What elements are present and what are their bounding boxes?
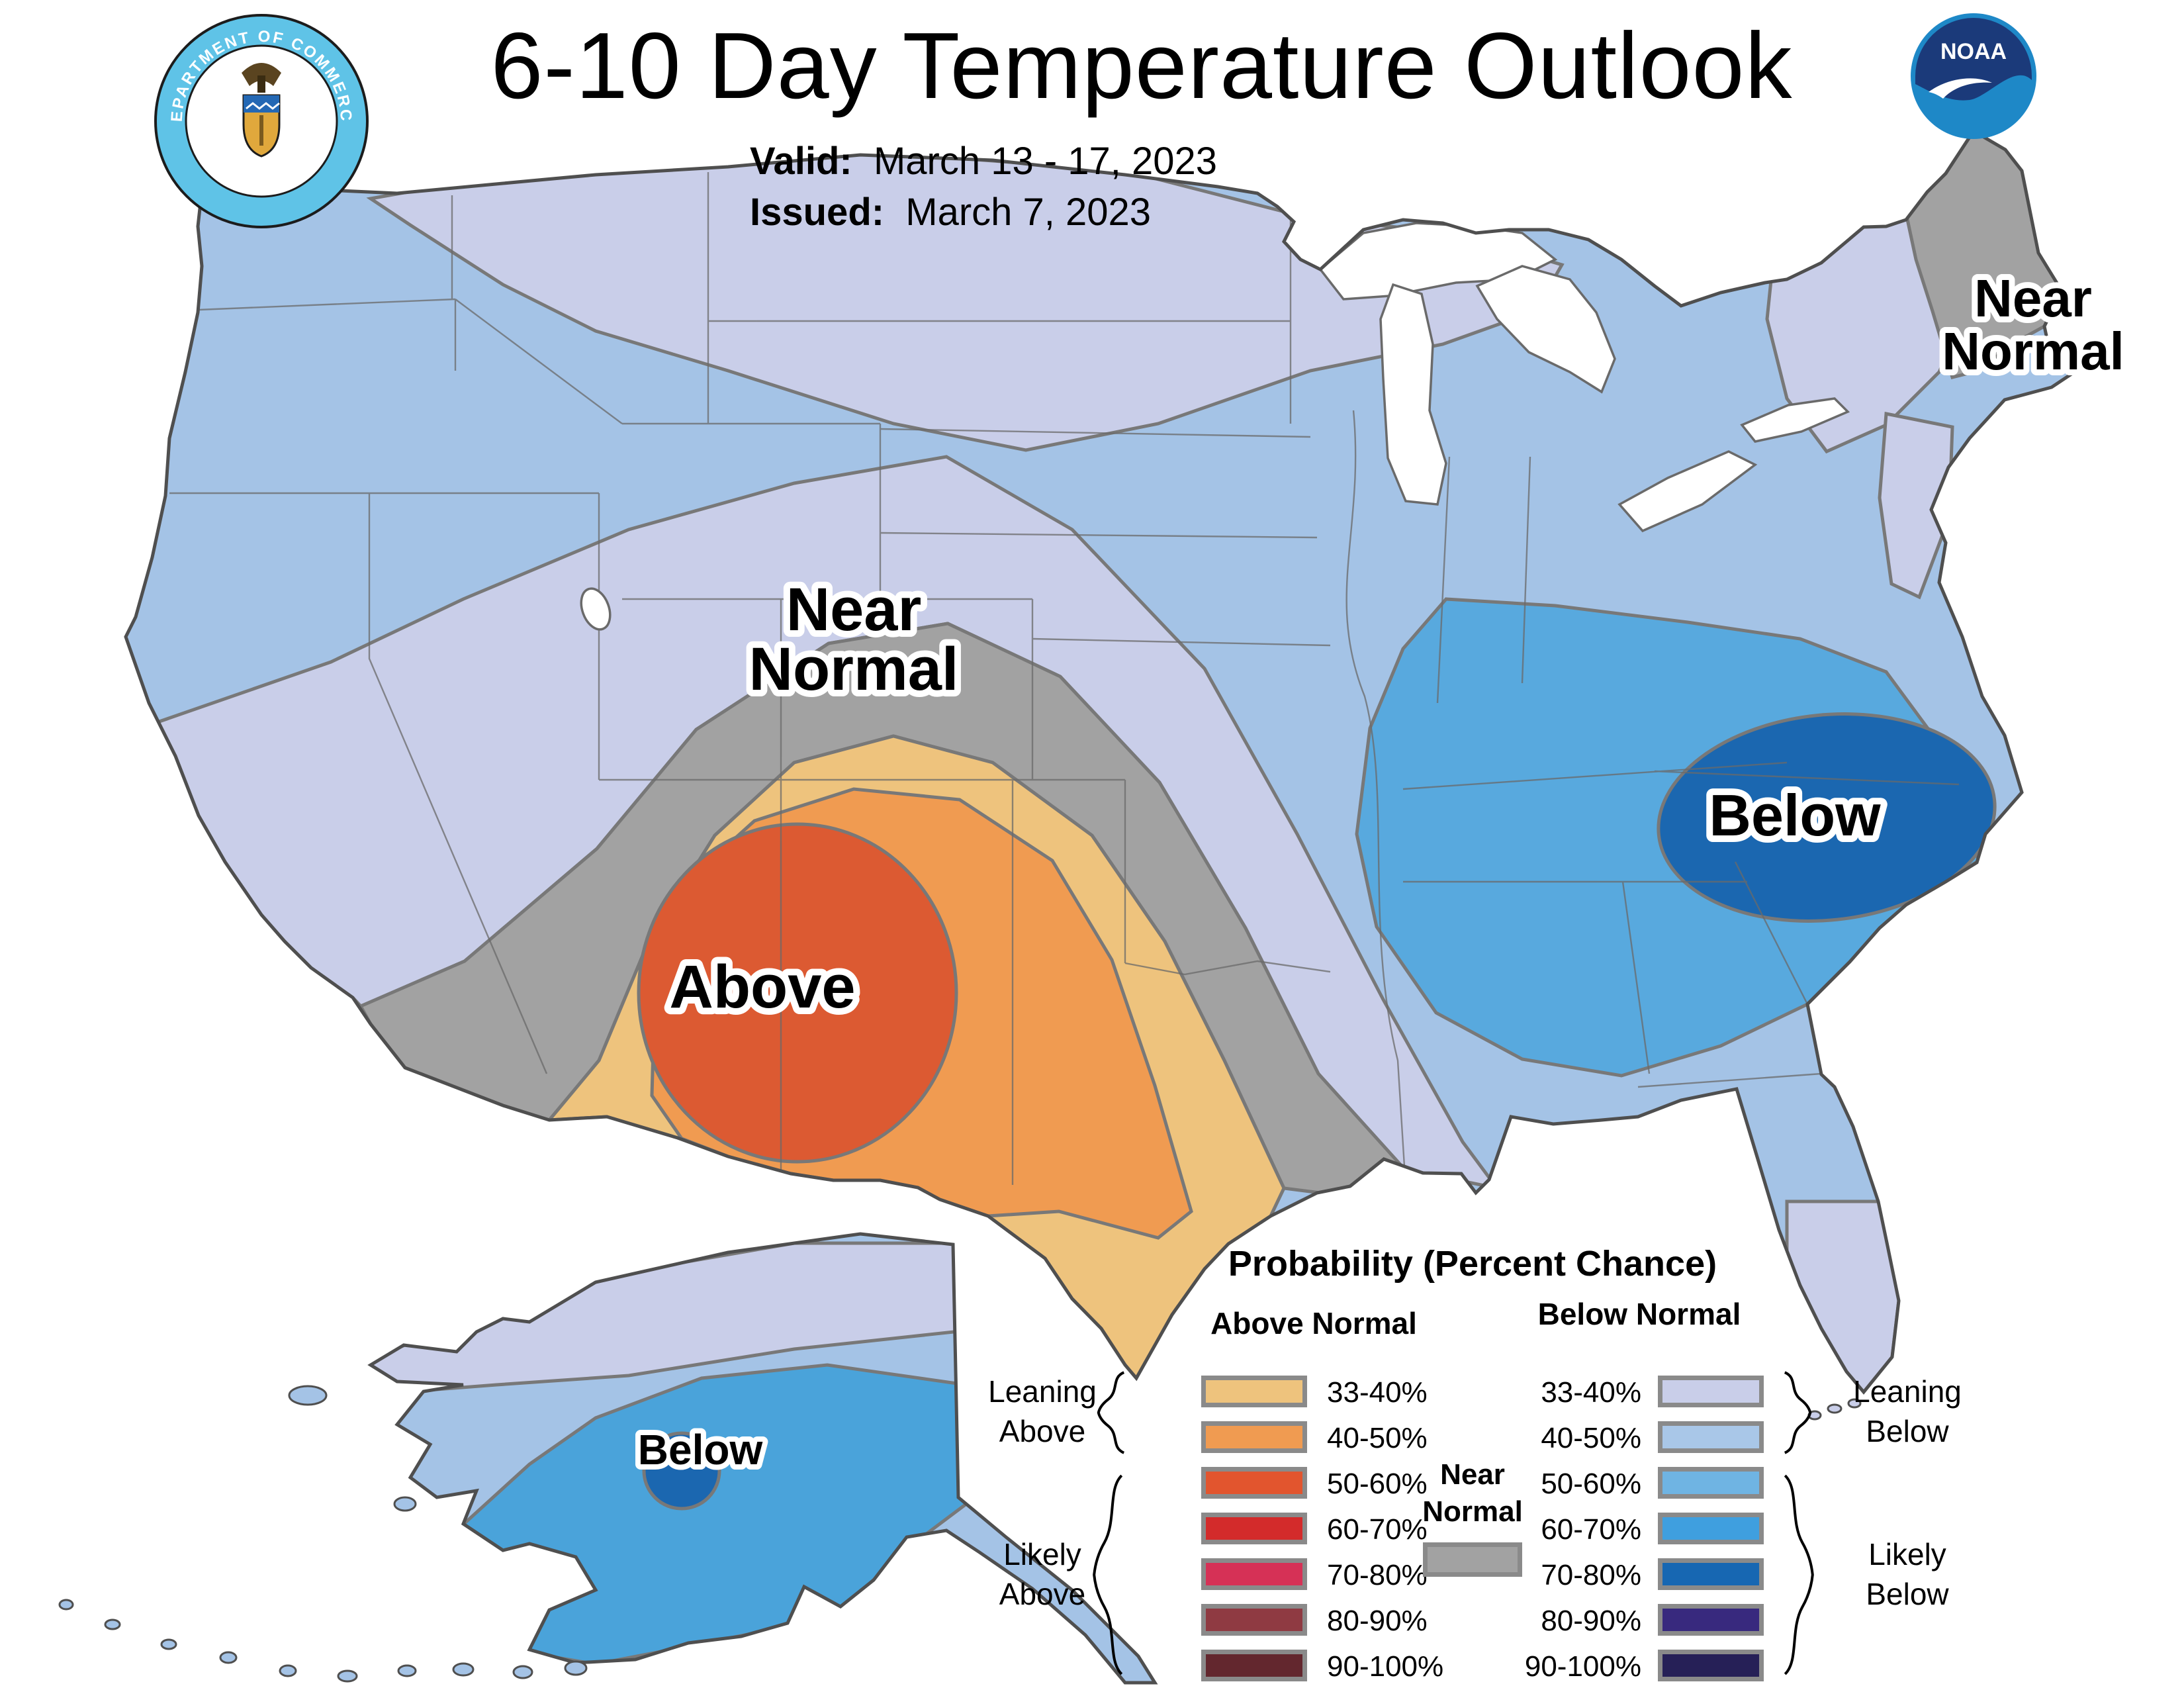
- region-alaska-core: [642, 1431, 721, 1511]
- aleutian-islands: [58, 1385, 588, 1683]
- legend-swatch-above-50-60: [1201, 1467, 1307, 1499]
- lake-huron: [1475, 265, 1616, 394]
- great-salt-lake: [580, 587, 612, 631]
- legend-range-above-80-90: 80-90%: [1327, 1605, 1428, 1637]
- legend-swatch-below-60-70: [1658, 1513, 1764, 1544]
- legend-range-below-60-70: 60-70%: [1541, 1513, 1641, 1546]
- legend-leaning-below-label: Leaning Below: [1853, 1374, 1962, 1448]
- legend-range-above-60-70: 60-70%: [1327, 1513, 1428, 1546]
- legend-range-above-70-80: 70-80%: [1327, 1559, 1428, 1591]
- issued-label: Issued:: [750, 191, 885, 234]
- conus-coastline: [124, 128, 2078, 1395]
- label-conus-near-normal-line1: Near: [786, 576, 922, 643]
- great-lakes: [580, 222, 1850, 631]
- legend-above-header: Above Normal: [1210, 1306, 1417, 1340]
- noaa-dark-sky: [1915, 18, 2032, 101]
- brace-likely-above: [1091, 1467, 1125, 1683]
- legend-swatch-above-70-80: [1201, 1558, 1307, 1590]
- issued-value: March 7, 2023: [905, 191, 1152, 234]
- noaa-wordmark: NOAA: [1940, 39, 2007, 64]
- legend-range-below-90-100: 90-100%: [1524, 1650, 1641, 1683]
- brace-leaning-above: [1095, 1369, 1127, 1456]
- legend-swatch-below-70-80: [1658, 1558, 1764, 1590]
- legend-swatch-above-60-70: [1201, 1513, 1307, 1544]
- lake-michigan: [1379, 283, 1447, 506]
- legend-swatch-below-50-60: [1658, 1467, 1764, 1499]
- legend-range-above-50-60: 50-60%: [1327, 1468, 1428, 1500]
- lake-ontario: [1740, 397, 1850, 443]
- legend-swatch-below-40-50: [1658, 1421, 1764, 1453]
- legend-range-below-40-50: 40-50%: [1541, 1422, 1641, 1454]
- seal-eagle-icon: [242, 63, 281, 93]
- label-alaska-below: Below: [638, 1426, 763, 1474]
- legend-below-header: Below Normal: [1537, 1297, 1741, 1331]
- brace-leaning-below: [1782, 1369, 1813, 1456]
- valid-value: March 13 - 17, 2023: [873, 140, 1218, 183]
- legend-likely-below-label: Likely Below: [1866, 1537, 1949, 1611]
- legend-swatch-above-33-40: [1201, 1376, 1307, 1407]
- label-maine-near-normal-line2: Normal: [1942, 322, 2124, 381]
- legend-range-below-70-80: 70-80%: [1541, 1559, 1641, 1591]
- legend-range-above-33-40: 33-40%: [1327, 1376, 1428, 1409]
- region-newjersey-periwinkle: [1878, 411, 1954, 600]
- legend-near-normal-label: Near Normal: [1422, 1458, 1523, 1528]
- label-conus-near-normal-line2: Normal: [749, 635, 959, 703]
- legend-likely-above-label: Likely Above: [999, 1537, 1086, 1611]
- label-above: Above: [669, 953, 855, 1021]
- label-maine-near-normal-line1: Near: [1974, 269, 2092, 328]
- legend-swatch-near-normal: [1423, 1542, 1522, 1577]
- alaska-coastline: [367, 1232, 1158, 1685]
- state-borders: [169, 172, 1960, 1185]
- seal-shield-icon: [242, 94, 281, 158]
- legend-range-below-50-60: 50-60%: [1541, 1468, 1641, 1500]
- legend-range-below-80-90: 80-90%: [1541, 1605, 1641, 1637]
- label-below-east: Below: [1709, 782, 1881, 848]
- valid-issued-block: Valid: March 13 - 17, 2023 Issued: March …: [750, 136, 1217, 238]
- page-title: 6-10 Day Temperature Outlook: [490, 13, 1793, 118]
- legend-range-below-33-40: 33-40%: [1541, 1376, 1641, 1409]
- commerce-seal: DEPARTMENT OF COMMERCE UNITED STATES OF …: [152, 12, 369, 228]
- legend-swatch-above-40-50: [1201, 1421, 1307, 1453]
- legend-title: Probability (Percent Chance): [1228, 1244, 1717, 1284]
- legend-range-above-40-50: 40-50%: [1327, 1422, 1428, 1454]
- noaa-seagull-icon: [1929, 78, 1992, 99]
- region-southwest-core: [637, 822, 958, 1164]
- legend-range-above-90-100: 90-100%: [1327, 1650, 1444, 1683]
- noaa-logo: NOAA: [1911, 13, 2036, 139]
- legend-swatch-below-90-100: [1658, 1650, 1764, 1681]
- brace-likely-below: [1782, 1467, 1816, 1683]
- legend-swatch-above-80-90: [1201, 1604, 1307, 1636]
- lake-erie: [1617, 450, 1758, 533]
- valid-label: Valid:: [750, 140, 852, 183]
- legend-swatch-above-90-100: [1201, 1650, 1307, 1681]
- legend-swatch-below-80-90: [1658, 1604, 1764, 1636]
- legend-leaning-above-label: Leaning Above: [988, 1374, 1097, 1448]
- legend-swatch-below-33-40: [1658, 1376, 1764, 1407]
